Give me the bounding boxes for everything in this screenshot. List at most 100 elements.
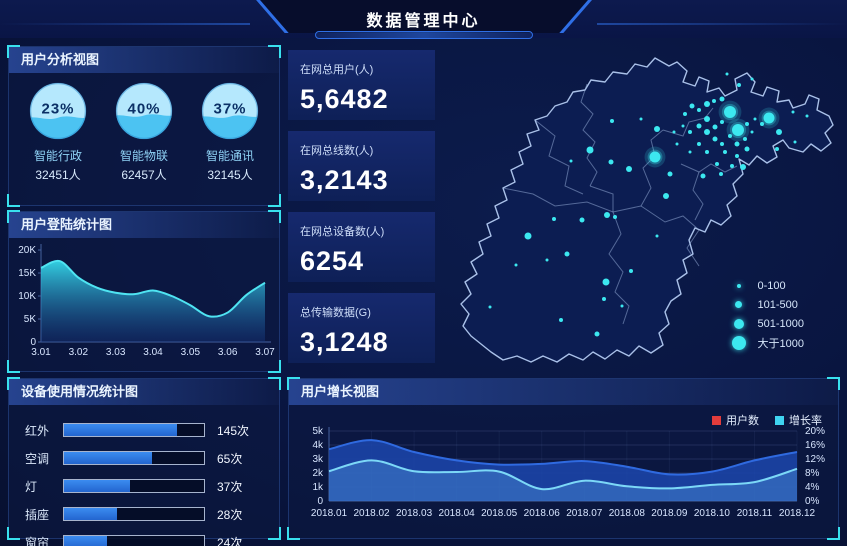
device-bar-chart[interactable]: 红外 145次 空调 65次 灯 37次 插座 28次 窗帘 xyxy=(9,405,279,546)
map-legend-item: 101-500 xyxy=(728,295,805,314)
map-canvas[interactable] xyxy=(437,44,842,374)
header-trapezoid xyxy=(255,0,592,33)
svg-text:5k: 5k xyxy=(312,426,324,437)
svg-text:1k: 1k xyxy=(312,482,324,493)
corner-bracket-icon xyxy=(7,360,20,373)
bar-label: 空调 xyxy=(25,451,50,466)
bar-row-ac: 空调 65次 xyxy=(25,448,265,468)
svg-text:2k: 2k xyxy=(312,468,324,479)
legend-dot-icon xyxy=(735,301,742,308)
svg-text:2018.10: 2018.10 xyxy=(694,508,731,519)
svg-text:0: 0 xyxy=(317,496,323,507)
bar-row-curtain: 窗帘 24次 xyxy=(25,532,265,546)
map-legend-label: 0-100 xyxy=(757,279,786,292)
stat-value: 6254 xyxy=(300,246,365,276)
stat-label: 在网总线数(人) xyxy=(300,145,374,157)
gauge-admin[interactable]: 23% 智能行政 32451人 xyxy=(16,82,100,183)
bar-label: 灯 xyxy=(25,479,38,494)
header-capsule-decor xyxy=(314,31,533,39)
stat-card-total-data: 总传输数据(G) 3,1248 xyxy=(288,293,435,363)
legend-item-users[interactable]: 用户数 xyxy=(712,412,759,428)
gauge-count: 32145人 xyxy=(207,168,253,182)
corner-bracket-icon xyxy=(7,45,20,58)
bar-value: 37次 xyxy=(217,479,243,494)
gauge-percent: 37% xyxy=(213,100,247,118)
gauge-comms[interactable]: 37% 智能通讯 32145人 xyxy=(188,82,272,183)
corner-bracket-icon xyxy=(287,527,300,540)
bar-row-infrared: 红外 145次 xyxy=(25,420,265,440)
panel-title-login-stats: 用户登陆统计图 xyxy=(9,212,279,238)
gauge-iot[interactable]: 40% 智能物联 62457人 xyxy=(102,82,186,183)
svg-text:4%: 4% xyxy=(805,482,820,493)
svg-text:2018.04: 2018.04 xyxy=(439,508,476,519)
svg-text:4k: 4k xyxy=(312,440,324,451)
svg-text:2018.02: 2018.02 xyxy=(353,508,390,519)
svg-text:5K: 5K xyxy=(24,314,37,325)
corner-bracket-icon xyxy=(827,377,840,390)
bar-track xyxy=(63,507,205,521)
bar-label: 插座 xyxy=(25,507,50,522)
corner-bracket-icon xyxy=(827,527,840,540)
panel-login-stats: 用户登陆统计图 0 5K 10K 15K 20K 3.01 3.02 3.03 3.04 3.05… xyxy=(7,210,281,373)
bar-value: 65次 xyxy=(217,451,243,466)
map-legend-label: 101-500 xyxy=(757,298,798,311)
corner-bracket-icon xyxy=(268,527,281,540)
gauge-label: 智能物联 xyxy=(119,149,168,163)
corner-bracket-icon xyxy=(7,210,20,223)
corner-bracket-icon xyxy=(268,377,281,390)
panel-title-user-growth: 用户增长视图 xyxy=(289,379,838,405)
svg-text:8%: 8% xyxy=(805,468,820,479)
region-bubble-map[interactable]: 0-100 101-500 501-1000 大于1000 xyxy=(437,44,842,374)
liquid-gauge-circle: 37% xyxy=(201,82,259,140)
panel-device-usage: 设备使用情况统计图 红外 145次 空调 65次 灯 37次 插座 28次 xyxy=(7,377,281,546)
corner-bracket-icon xyxy=(268,194,281,207)
svg-text:2018.11: 2018.11 xyxy=(737,508,773,519)
svg-text:2018.12: 2018.12 xyxy=(779,508,816,519)
svg-text:0%: 0% xyxy=(805,496,820,507)
svg-text:3k: 3k xyxy=(312,454,324,465)
growth-chart-legend: 用户数 增长率 xyxy=(712,412,822,428)
stat-label: 在网总用户(人) xyxy=(300,64,374,76)
svg-text:2018.06: 2018.06 xyxy=(524,508,561,519)
stat-label: 总传输数据(G) xyxy=(300,307,371,319)
liquid-gauge-circle: 40% xyxy=(115,82,173,140)
map-legend-item: 501-1000 xyxy=(728,314,805,333)
corner-bracket-icon xyxy=(7,377,20,390)
bar-row-light: 灯 37次 xyxy=(25,476,265,496)
map-data-dots[interactable] xyxy=(488,72,809,337)
stat-card-total-devices: 在网总设备数(人) 6254 xyxy=(288,212,435,282)
map-legend-label: 大于1000 xyxy=(757,337,804,350)
svg-text:3.06: 3.06 xyxy=(218,347,238,358)
legend-dot-icon xyxy=(733,318,744,329)
panel-user-analysis: 用户分析视图 23% 智能行政 32451人 40% 智能物联 62457人 3… xyxy=(7,45,281,207)
login-area-chart[interactable]: 0 5K 10K 15K 20K 3.01 3.02 3.03 3.04 3.05 3.06 3.07 xyxy=(9,238,279,368)
corner-bracket-icon xyxy=(287,377,300,390)
bar-row-socket: 插座 28次 xyxy=(25,504,265,524)
gauge-count: 32451人 xyxy=(35,168,81,182)
district-borders xyxy=(502,83,738,325)
legend-swatch-icon xyxy=(775,415,784,425)
svg-text:3.01: 3.01 xyxy=(31,347,51,358)
corner-bracket-icon xyxy=(268,45,281,58)
svg-text:2018.05: 2018.05 xyxy=(481,508,518,519)
header-decor-line-left xyxy=(0,23,250,25)
liquid-gauge-group[interactable]: 23% 智能行政 32451人 40% 智能物联 62457人 37% 智能通讯… xyxy=(9,73,279,183)
legend-item-growth-rate[interactable]: 增长率 xyxy=(775,412,822,428)
gauge-label: 智能行政 xyxy=(33,149,82,163)
bar-fill xyxy=(64,480,130,492)
svg-text:0: 0 xyxy=(30,337,36,348)
panel-title-device-usage: 设备使用情况统计图 xyxy=(9,379,279,405)
svg-text:3.04: 3.04 xyxy=(143,347,163,358)
svg-text:3.07: 3.07 xyxy=(255,347,275,358)
legend-label: 用户数 xyxy=(726,415,759,427)
bar-fill xyxy=(64,536,108,546)
bar-track xyxy=(63,451,205,465)
bar-fill xyxy=(64,424,178,436)
legend-dot-icon xyxy=(736,283,741,288)
corner-bracket-icon xyxy=(7,527,20,540)
svg-text:16%: 16% xyxy=(805,440,825,451)
liquid-gauge-circle: 23% xyxy=(29,82,87,140)
bar-label: 红外 xyxy=(25,423,50,438)
map-legend-label: 501-1000 xyxy=(757,317,805,330)
growth-area-chart[interactable]: 0 1k 2k 3k 4k 5k 0% 4% 8% 12% 16% 20% 2018.01 2018.02… xyxy=(289,423,838,539)
